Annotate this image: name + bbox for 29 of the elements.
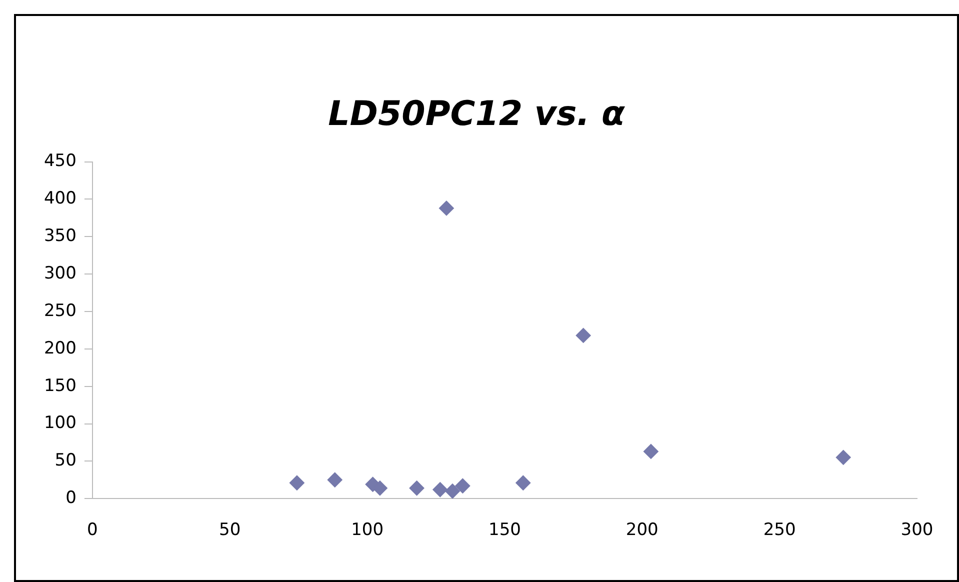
point bbox=[409, 480, 424, 496]
y-tick-label: 150 bbox=[44, 376, 76, 396]
point bbox=[289, 475, 304, 490]
point bbox=[327, 472, 342, 488]
point bbox=[516, 475, 531, 490]
y-tick-label: 50 bbox=[54, 450, 76, 471]
x-tick-label: 0 bbox=[87, 520, 98, 540]
y-tick-label: 450 bbox=[44, 151, 76, 172]
y-tick-label: 250 bbox=[44, 300, 76, 321]
x-tick-label: 200 bbox=[626, 520, 658, 540]
point bbox=[455, 478, 470, 494]
chart-title: LD50PC12 vs. α bbox=[328, 94, 626, 134]
point bbox=[643, 444, 658, 459]
y-tick-label: 350 bbox=[44, 226, 76, 246]
point bbox=[576, 328, 591, 343]
y-tick-label: 100 bbox=[44, 413, 76, 434]
x-tick-label: 100 bbox=[351, 520, 384, 540]
point bbox=[432, 482, 448, 498]
x-tick-label: 300 bbox=[900, 520, 934, 540]
x-tick-label: 50 bbox=[219, 520, 241, 540]
point bbox=[445, 484, 460, 499]
y-tick-label: 300 bbox=[44, 263, 76, 284]
y-tick-label: 400 bbox=[44, 188, 76, 209]
y-tick-label: 200 bbox=[44, 338, 76, 358]
y-tick-label: 0 bbox=[66, 488, 76, 508]
point bbox=[438, 200, 454, 216]
x-tick-label: 150 bbox=[488, 520, 521, 540]
x-tick-label: 250 bbox=[763, 520, 796, 540]
point bbox=[836, 450, 851, 465]
